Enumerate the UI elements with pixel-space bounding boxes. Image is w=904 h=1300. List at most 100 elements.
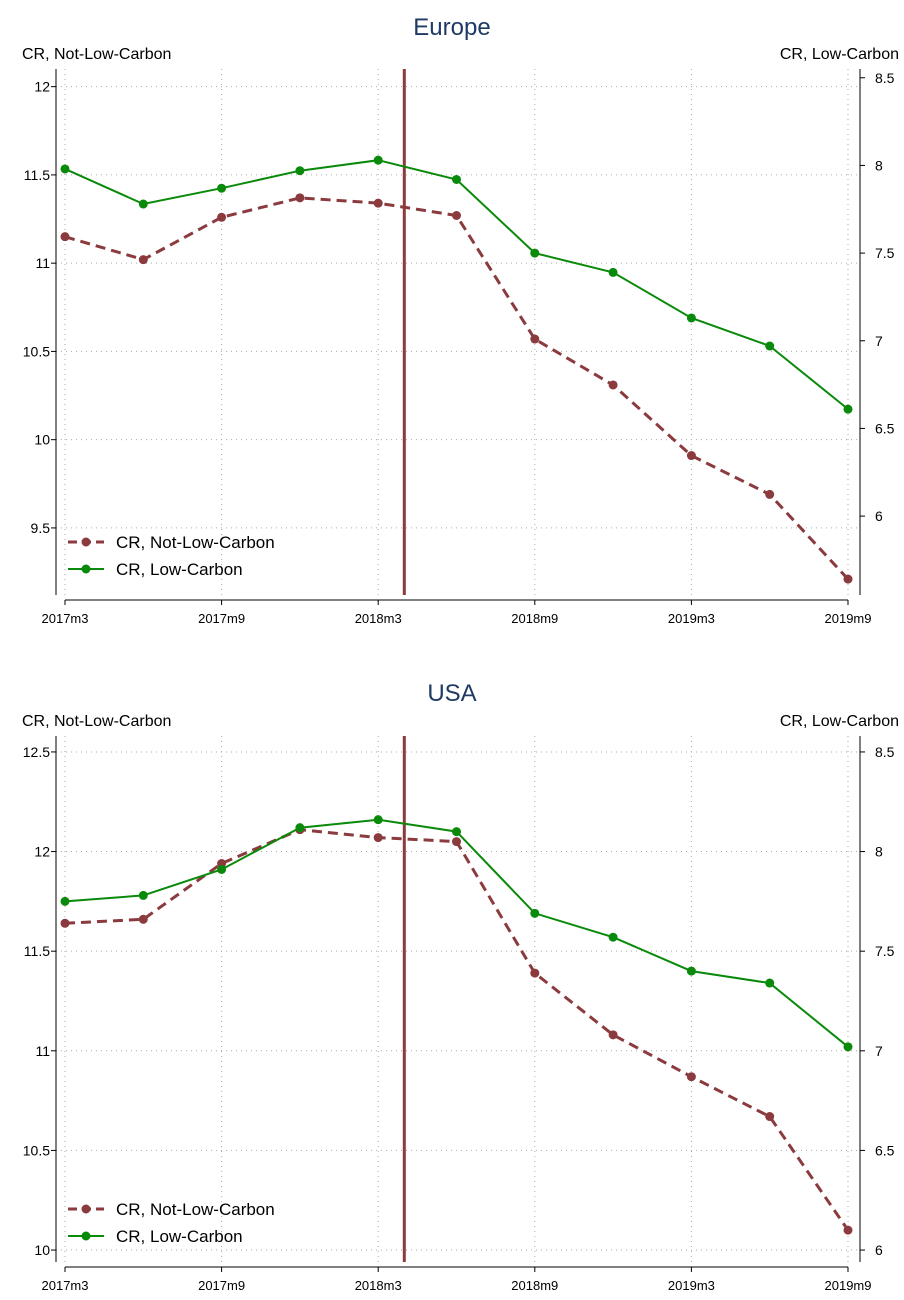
- data-point: [452, 211, 461, 221]
- x-tick-label: 2019m9: [825, 611, 872, 626]
- data-point: [530, 334, 540, 344]
- data-point: [765, 1112, 775, 1122]
- series-not-low-carbon-line: [64, 196, 850, 581]
- data-point: [530, 248, 540, 258]
- data-point: [138, 255, 148, 265]
- data-point: [608, 380, 618, 390]
- data-point: [608, 932, 618, 942]
- data-point: [138, 890, 148, 900]
- right-tick-label: 8.5: [875, 744, 895, 760]
- right-tick-label: 8: [875, 844, 883, 860]
- right-axis-title: CR, Low-Carbon: [780, 713, 899, 730]
- right-tick-label: 8.5: [875, 70, 895, 86]
- left-tick-label: 10: [34, 1242, 50, 1258]
- chart-title: Europe: [413, 14, 490, 41]
- legend-marker-low-carbon: [81, 1231, 91, 1241]
- chart-title: USA: [427, 680, 476, 707]
- data-point: [60, 918, 70, 928]
- data-point: [843, 1225, 853, 1235]
- left-tick-label: 11: [35, 255, 50, 271]
- left-axis-title: CR, Not-Low-Carbon: [22, 713, 171, 730]
- data-point: [530, 968, 540, 978]
- series-low-carbon: [60, 155, 853, 414]
- legend-label-not-low-carbon: CR, Not-Low-Carbon: [116, 533, 275, 552]
- x-tick-label: 2019m3: [668, 1278, 715, 1293]
- gridlines: [56, 736, 860, 1262]
- data-point: [843, 574, 853, 584]
- right-tick-label: 6.5: [875, 1142, 895, 1158]
- data-point: [843, 1042, 853, 1052]
- left-tick-label: 12.5: [23, 744, 50, 760]
- data-point: [295, 166, 305, 176]
- x-tick-label: 2017m3: [42, 1278, 89, 1293]
- right-tick-label: 7.5: [875, 245, 895, 261]
- left-tick-label: 12: [34, 844, 50, 860]
- data-point: [295, 193, 305, 203]
- series-low-carbon-line: [64, 818, 849, 1048]
- x-tick-label: 2017m9: [198, 1278, 245, 1293]
- data-point: [686, 451, 696, 461]
- x-tick-label: 2018m9: [511, 1278, 558, 1293]
- right-tick-label: 6.5: [875, 420, 895, 436]
- data-point: [686, 313, 696, 323]
- right-tick-label: 6: [875, 1242, 883, 1258]
- x-tick-label: 2017m9: [198, 611, 245, 626]
- series-not-low-carbon: [60, 193, 853, 584]
- data-point: [765, 341, 775, 351]
- data-point: [373, 155, 383, 165]
- left-tick-label: 11.5: [24, 167, 50, 183]
- legend-marker-not-low-carbon: [81, 537, 91, 547]
- data-point: [843, 404, 853, 414]
- data-point: [60, 896, 70, 906]
- left-tick-label: 10: [34, 432, 50, 448]
- data-point: [373, 815, 383, 825]
- data-point: [765, 978, 775, 988]
- data-point: [373, 198, 383, 208]
- data-point: [295, 823, 305, 833]
- series-not-low-carbon: [60, 825, 853, 1235]
- legend-label-low-carbon: CR, Low-Carbon: [116, 560, 243, 579]
- series-low-carbon: [60, 815, 853, 1052]
- data-point: [765, 489, 775, 499]
- x-tick-label: 2018m3: [355, 611, 402, 626]
- left-tick-label: 10.5: [23, 1142, 50, 1158]
- data-point: [452, 174, 461, 184]
- right-tick-label: 6: [875, 508, 883, 524]
- left-tick-label: 11.5: [24, 943, 50, 959]
- data-point: [217, 183, 227, 193]
- left-tick-label: 9.5: [31, 520, 51, 536]
- right-tick-label: 8: [875, 157, 883, 173]
- left-tick-label: 10.5: [23, 343, 50, 359]
- data-point: [60, 164, 70, 174]
- data-point: [138, 914, 148, 924]
- chart-panel-europe: Europe CR, Not-Low-Carbon CR, Low-Carbon 9.…: [22, 14, 899, 626]
- right-tick-label: 7: [875, 1043, 883, 1059]
- right-tick-label: 7.5: [875, 943, 895, 959]
- data-point: [60, 232, 70, 242]
- data-point: [608, 1030, 618, 1040]
- data-point: [530, 908, 540, 918]
- right-axis-title: CR, Low-Carbon: [780, 46, 899, 63]
- data-point: [373, 833, 383, 843]
- series-low-carbon-line: [64, 159, 849, 410]
- data-point: [217, 864, 227, 874]
- legend: CR, Not-Low-Carbon CR, Low-Carbon: [68, 533, 275, 579]
- right-tick-label: 7: [875, 333, 883, 349]
- legend-label-not-low-carbon: CR, Not-Low-Carbon: [116, 1200, 275, 1219]
- data-point: [452, 837, 461, 847]
- legend: CR, Not-Low-Carbon CR, Low-Carbon: [68, 1200, 275, 1246]
- data-point: [686, 966, 696, 976]
- legend-marker-low-carbon: [81, 564, 91, 574]
- x-tick-label: 2019m3: [668, 611, 715, 626]
- left-tick-label: 11: [35, 1043, 50, 1059]
- series-not-low-carbon-line: [64, 828, 850, 1231]
- x-tick-label: 2017m3: [42, 611, 89, 626]
- data-point: [138, 199, 148, 209]
- x-tick-label: 2019m9: [825, 1278, 872, 1293]
- data-point: [686, 1072, 696, 1082]
- gridlines: [56, 69, 860, 595]
- chart-panel-usa: USA CR, Not-Low-Carbon CR, Low-Carbon 10 10.…: [22, 680, 899, 1293]
- data-point: [217, 212, 227, 222]
